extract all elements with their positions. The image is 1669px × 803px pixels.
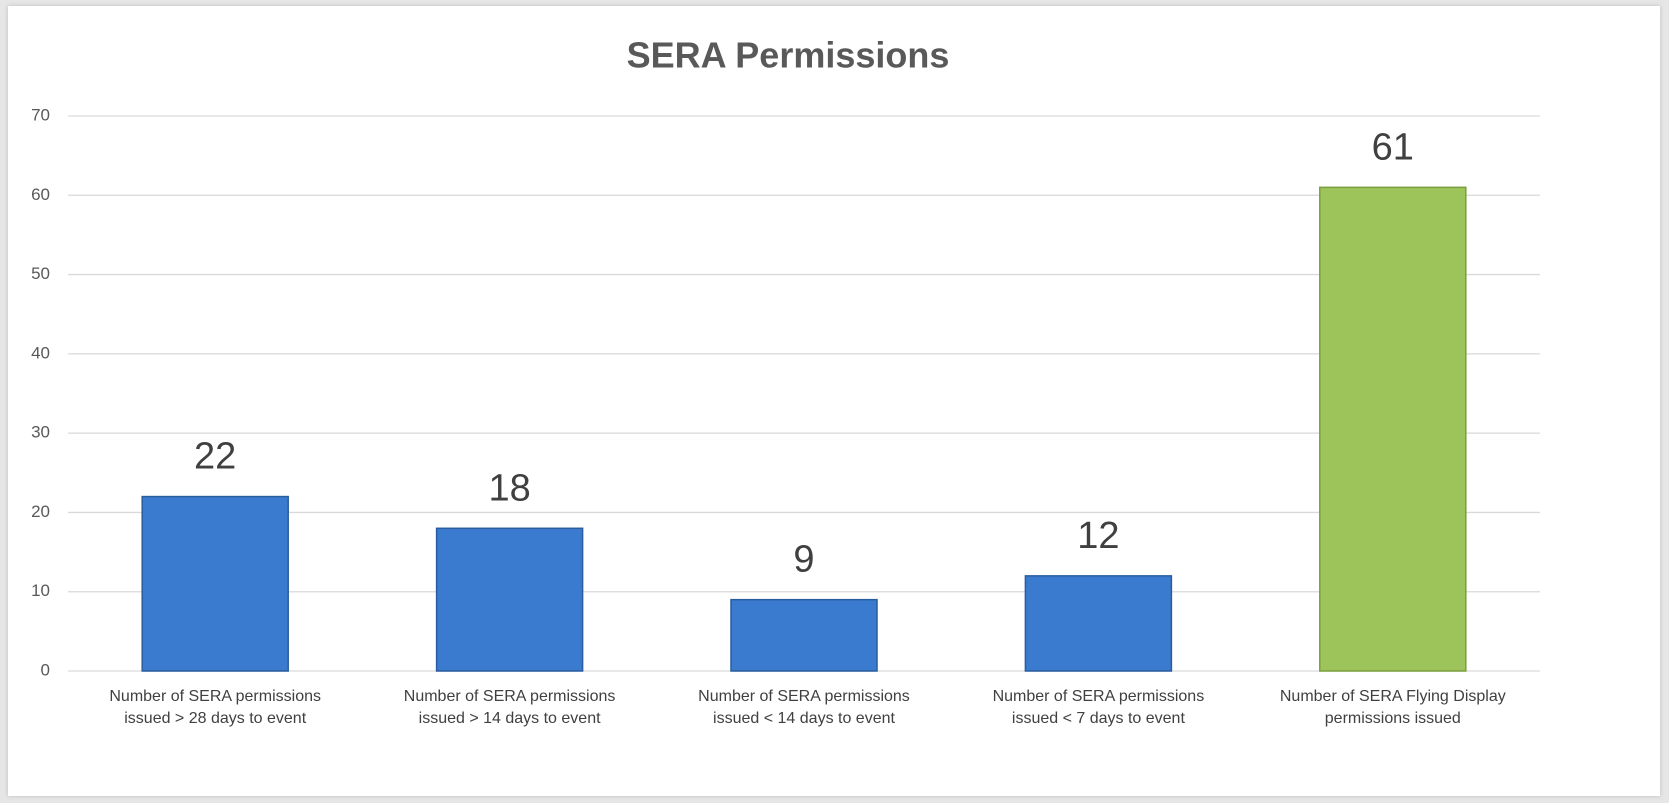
value-label: 12 <box>1077 515 1119 557</box>
y-tick-label: 50 <box>31 264 50 283</box>
y-tick-label: 0 <box>41 660 50 679</box>
y-tick-label: 10 <box>31 581 50 600</box>
y-tick-label: 60 <box>31 185 50 204</box>
value-label: 22 <box>194 436 236 478</box>
bar <box>141 495 289 672</box>
value-label: 9 <box>793 539 814 581</box>
bar <box>1024 575 1173 672</box>
bar <box>1319 186 1467 672</box>
y-tick-label: 70 <box>31 105 50 124</box>
y-tick-label: 40 <box>31 343 50 362</box>
x-tick-label: Number of SERA permissions issued < 7 da… <box>992 688 1205 727</box>
bar <box>435 527 584 672</box>
x-tick-label: Number of SERA permissions issued > 14 d… <box>403 688 616 727</box>
x-tick-label: Number of SERA permissions issued > 28 d… <box>109 688 321 727</box>
y-tick-label: 30 <box>31 423 50 442</box>
y-tick-label: 20 <box>31 502 50 521</box>
bar <box>730 598 878 672</box>
x-tick-label: Number of SERA Flying Display permission… <box>1279 688 1506 727</box>
value-label: 61 <box>1372 126 1414 168</box>
x-tick-label: Number of SERA permissions issued < 14 d… <box>698 688 910 727</box>
chart-title: SERA Permissions <box>627 35 950 76</box>
value-label: 18 <box>488 467 530 509</box>
